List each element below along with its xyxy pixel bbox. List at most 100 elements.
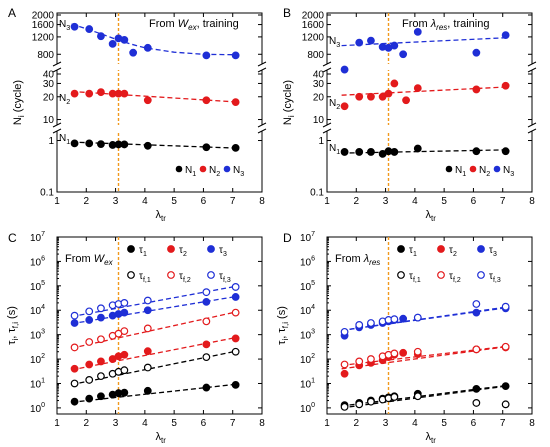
data-point <box>367 92 375 101</box>
data-point <box>231 380 240 389</box>
legend-label-sub: 2 <box>486 169 490 178</box>
legend-marker <box>477 271 485 279</box>
legend-sub: 3 <box>493 251 497 258</box>
inline-label-N3: N3 <box>329 36 340 49</box>
legend-tau: τ <box>139 271 143 282</box>
data-point <box>399 50 408 59</box>
data-point <box>108 39 117 48</box>
y-tick-exp: 7 <box>41 231 45 238</box>
axis-break-mark <box>52 128 62 134</box>
legend-label: τ3 <box>219 245 227 258</box>
title-main: From <box>149 18 178 30</box>
data-point <box>97 357 105 366</box>
y-axis-label-main: N <box>282 117 294 125</box>
axis-break-mark <box>52 122 62 128</box>
y-tick-label: 1200 <box>32 32 55 43</box>
x-tick-label: 6 <box>471 196 477 207</box>
data-point <box>413 313 422 322</box>
data-point <box>143 306 152 315</box>
y-tick-base: 10 <box>30 282 42 293</box>
legend-tau: τ <box>449 245 453 256</box>
y-tick-exp: 4 <box>41 304 45 311</box>
legend-marker <box>437 271 445 279</box>
axis-break-mark <box>257 61 267 67</box>
axis-break-mark <box>257 128 267 134</box>
x-tick-label: 2 <box>84 418 90 429</box>
y-label-sep: , τ <box>6 328 18 339</box>
y-tick-label: 104 <box>30 304 45 317</box>
inline-label-N2: N2 <box>329 98 340 111</box>
legend-label: τ1 <box>139 245 147 258</box>
x-axis-label-main: λ <box>426 209 432 221</box>
title-symbol: λ <box>430 18 436 30</box>
axis-break-mark <box>527 122 537 128</box>
data-point <box>413 347 422 356</box>
y-tick-label: 2000 <box>302 11 325 22</box>
series-τ2 <box>70 334 240 373</box>
axis-break-gap <box>54 125 265 131</box>
y-axis-label: τi, τf,i (s) <box>6 306 20 345</box>
y-tick-label: 800 <box>307 50 324 61</box>
y-tick-label: 101 <box>300 377 315 390</box>
fit-line <box>341 149 509 154</box>
series-N3 <box>340 27 510 74</box>
legend-label-sub: 2 <box>216 169 220 178</box>
y-tick-exp: 5 <box>41 280 45 287</box>
legend-marker <box>397 245 405 253</box>
axis-break-gap <box>324 125 535 131</box>
panel-letter: D <box>283 231 292 245</box>
y-tick-exp: 2 <box>311 353 315 360</box>
x-axis-label: λtr <box>426 209 437 223</box>
series-N3 <box>70 22 240 60</box>
panel-B: B1 2 3 4 5 6 7 8λtr800120016002000102030400.11N… <box>282 6 537 223</box>
y-tick-label: 800 <box>37 50 54 61</box>
data-point <box>143 296 152 305</box>
data-point <box>70 139 79 148</box>
axis-break-mark <box>527 67 537 73</box>
x-tick-label: 8 <box>259 196 265 207</box>
data-point <box>501 81 510 90</box>
series-τf,2 <box>70 308 240 352</box>
data-point <box>120 89 129 98</box>
x-tick-label: 3 <box>383 196 389 207</box>
legend-label-main: N <box>185 165 192 176</box>
data-point <box>129 48 138 57</box>
plot-frame <box>56 236 263 415</box>
data-point <box>97 32 105 41</box>
axis-break-gap <box>324 64 535 70</box>
y-label-unit: (s) <box>6 306 18 322</box>
data-point <box>97 335 105 344</box>
y-tick-label: 104 <box>300 304 315 317</box>
data-point <box>85 376 94 384</box>
data-point <box>202 317 211 326</box>
inline-label-N2-sub: 2 <box>336 102 340 111</box>
title-rest: , training <box>197 18 239 30</box>
data-point <box>231 308 240 317</box>
fit-line <box>341 86 509 96</box>
legend-label-sub: 1 <box>462 169 466 178</box>
data-point <box>501 31 510 40</box>
y-axis-label: τi, τf,i (s) <box>276 306 290 345</box>
legend-label: N1 <box>185 165 196 178</box>
plot-frame <box>56 12 263 193</box>
axis-break-gap <box>54 64 265 70</box>
y-tick-base: 10 <box>30 355 42 366</box>
y-axis-label-rest: (cycle) <box>12 80 24 115</box>
series-τ3 <box>340 304 510 340</box>
y-label-sub1: i <box>281 339 290 341</box>
y-tick-base: 10 <box>300 404 312 415</box>
x-tick-label: 4 <box>142 418 148 429</box>
x-tick-label: 2 <box>84 196 90 207</box>
legend-sub: f,3 <box>223 277 231 284</box>
y-tick-base: 10 <box>30 257 42 268</box>
data-point <box>472 399 481 407</box>
panel-title: From Wex, training <box>149 18 239 32</box>
legend-marker <box>167 245 175 253</box>
plot-frame <box>326 12 533 193</box>
x-tick-label: 7 <box>500 196 506 207</box>
legend-marker <box>397 271 405 279</box>
fit-line <box>341 306 509 332</box>
x-tick-label: 5 <box>171 418 177 429</box>
data-point <box>202 51 211 60</box>
